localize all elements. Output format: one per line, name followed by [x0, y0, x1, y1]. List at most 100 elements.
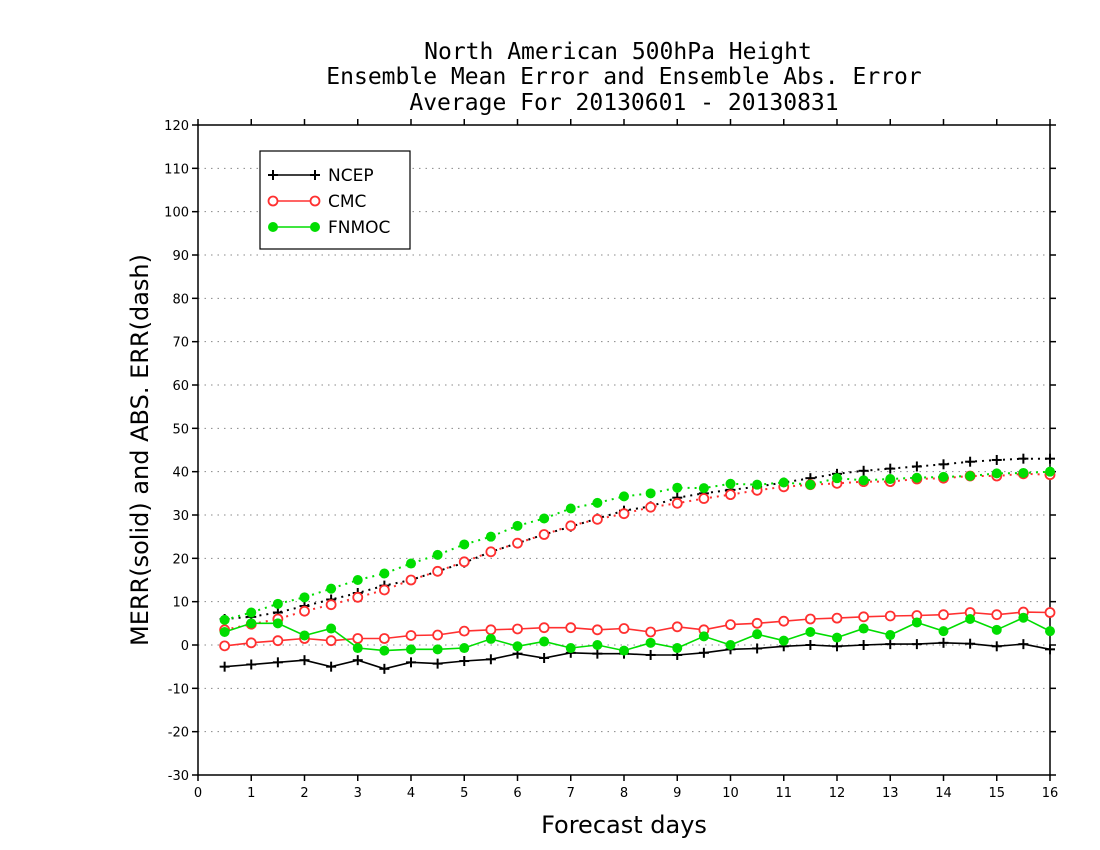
point-merr-cmc	[858, 611, 870, 623]
point-abs-err-fnmoc	[1045, 466, 1055, 477]
point-merr-cmc	[938, 609, 949, 621]
point-abs-err-fnmoc	[272, 598, 283, 609]
point-abs-err-fnmoc	[512, 520, 523, 531]
point-merr-cmc	[458, 625, 470, 637]
point-abs-err-fnmoc	[672, 482, 683, 493]
point-merr-ncep	[1018, 639, 1029, 650]
point-abs-err-fnmoc	[1018, 467, 1029, 478]
point-merr-fnmoc	[592, 640, 603, 650]
point-merr-cmc	[778, 615, 790, 627]
point-merr-fnmoc	[512, 641, 523, 652]
y-tick-label: 80	[172, 292, 189, 307]
point-merr-cmc	[645, 626, 657, 638]
point-merr-fnmoc	[965, 614, 976, 624]
point-abs-err-fnmoc	[885, 474, 896, 485]
point-abs-err-cmc	[485, 546, 497, 558]
point-merr-cmc	[751, 617, 763, 629]
point-abs-err-fnmoc	[565, 503, 576, 514]
series	[219, 453, 1056, 674]
y-tick-label: -20	[168, 726, 189, 741]
point-abs-err-fnmoc	[432, 549, 443, 560]
point-merr-ncep	[326, 661, 337, 672]
point-merr-ncep	[219, 661, 230, 672]
point-merr-ncep	[858, 640, 869, 650]
x-tick-label: 8	[620, 786, 628, 801]
point-merr-ncep	[965, 638, 976, 649]
point-abs-err-ncep	[885, 463, 896, 474]
point-abs-err-ncep	[938, 459, 949, 470]
point-merr-fnmoc	[326, 623, 337, 634]
point-merr-ncep	[246, 659, 257, 670]
point-merr-fnmoc	[485, 633, 496, 644]
legend-label-ncep: NCEP	[328, 166, 374, 186]
point-abs-err-fnmoc	[805, 479, 816, 490]
legend-marker-cmc	[267, 195, 279, 207]
point-merr-ncep	[406, 657, 416, 668]
point-abs-err-fnmoc	[379, 568, 390, 579]
point-abs-err-fnmoc	[832, 473, 842, 484]
point-abs-err-fnmoc	[752, 479, 763, 490]
point-abs-err-fnmoc	[326, 583, 337, 594]
y-tick-label: 30	[172, 509, 189, 524]
point-merr-fnmoc	[725, 640, 736, 650]
point-abs-err-fnmoc	[938, 471, 949, 482]
point-merr-ncep	[938, 637, 949, 648]
x-tick-label: 10	[722, 786, 739, 801]
point-abs-err-fnmoc	[539, 513, 550, 524]
x-axis-label: Forecast days	[541, 811, 707, 839]
point-merr-ncep	[432, 658, 443, 669]
point-merr-cmc	[352, 633, 364, 644]
point-abs-err-fnmoc	[485, 531, 496, 542]
point-merr-fnmoc	[406, 644, 416, 655]
legend-box	[259, 150, 411, 250]
point-merr-cmc	[485, 624, 497, 636]
point-merr-cmc	[538, 622, 550, 634]
x-tick-label: 6	[513, 786, 521, 801]
point-merr-fnmoc	[1018, 612, 1029, 623]
legend-label-fnmoc: FNMOC	[328, 218, 390, 238]
point-merr-fnmoc	[619, 645, 629, 656]
point-merr-cmc	[405, 630, 417, 641]
point-merr-fnmoc	[911, 617, 922, 628]
y-tick-label: 40	[172, 466, 189, 481]
point-merr-ncep	[272, 657, 283, 668]
y-tick-label: 70	[172, 336, 189, 351]
point-merr-cmc	[725, 619, 736, 631]
x-tick-label: 16	[1042, 786, 1059, 801]
point-merr-cmc	[565, 622, 577, 634]
point-merr-ncep	[352, 655, 363, 666]
x-tick-label: 9	[673, 786, 681, 801]
point-merr-fnmoc	[778, 635, 789, 646]
y-tick-label: 10	[172, 596, 189, 611]
point-merr-fnmoc	[832, 632, 842, 643]
point-abs-err-cmc	[405, 574, 417, 586]
point-merr-cmc	[432, 629, 444, 641]
point-abs-err-fnmoc	[299, 592, 310, 603]
point-merr-ncep	[832, 641, 842, 652]
point-merr-fnmoc	[938, 626, 949, 637]
point-abs-err-ncep	[858, 465, 869, 476]
point-merr-fnmoc	[246, 618, 257, 629]
point-abs-err-ncep	[1045, 453, 1055, 464]
line-abs-err-cmc	[224, 472, 1051, 631]
point-merr-fnmoc	[991, 624, 1002, 635]
point-abs-err-ncep	[991, 454, 1002, 465]
point-merr-cmc	[245, 637, 257, 649]
point-abs-err-fnmoc	[725, 478, 736, 489]
series-fnmoc	[219, 466, 1055, 656]
y-tick-label: 20	[172, 552, 189, 567]
x-tick-label: 15	[988, 786, 1005, 801]
legend: NCEP CMC FNMOC	[259, 150, 411, 250]
series-ncep	[219, 453, 1055, 674]
point-abs-err-fnmoc	[991, 468, 1002, 479]
x-tick-label: 7	[567, 786, 575, 801]
point-merr-fnmoc	[299, 630, 310, 641]
chart-title: North American 500hPa Height Ensemble Me…	[326, 39, 921, 116]
y-tick-label: -30	[168, 769, 189, 784]
y-tick-label: 0	[181, 639, 189, 654]
point-merr-fnmoc	[698, 631, 709, 642]
legend-marker-ncep	[268, 170, 278, 180]
point-abs-err-fnmoc	[352, 575, 363, 585]
